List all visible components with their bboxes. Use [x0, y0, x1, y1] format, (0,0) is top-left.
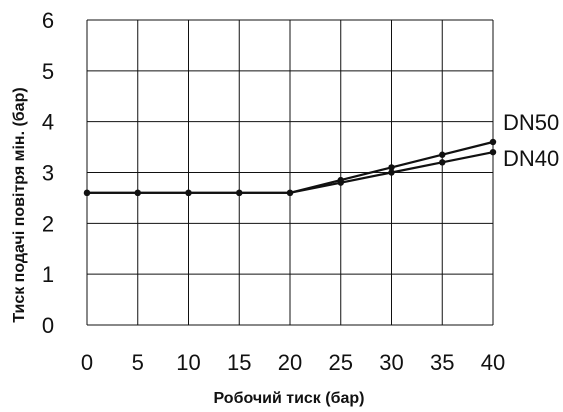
- data-point-dn40: [83, 189, 91, 197]
- y-axis-title: Тиск подачі повітря мін. (бар): [11, 87, 28, 322]
- x-axis-title: Робочий тиск (бар): [214, 390, 365, 407]
- x-tick-label: 15: [227, 350, 251, 375]
- x-tick-label: 20: [278, 350, 302, 375]
- data-point-dn50: [439, 151, 446, 158]
- x-tick-label: 0: [81, 350, 93, 375]
- data-point-dn40: [185, 189, 192, 197]
- data-point-dn40: [489, 148, 497, 156]
- x-tick-label: 35: [430, 350, 454, 375]
- x-tick-label: 30: [379, 350, 403, 375]
- data-point-dn40: [337, 179, 344, 186]
- y-tick-label: 4: [42, 110, 54, 135]
- series-label-dn50: DN50: [503, 110, 559, 135]
- series-layer: [83, 138, 497, 197]
- tick-labels: 0 5 10 15 20 25 30 35 40 0 1 2 3 4 5 6: [42, 8, 505, 375]
- x-tick-label: 10: [176, 350, 200, 375]
- data-point-dn40: [286, 189, 294, 197]
- data-point-dn50: [388, 164, 395, 171]
- x-tick-label: 25: [329, 350, 353, 375]
- y-tick-label: 1: [42, 262, 54, 287]
- y-tick-label: 0: [42, 313, 54, 338]
- data-point-dn40: [236, 189, 243, 197]
- x-tick-label: 5: [132, 350, 144, 375]
- data-point-dn40: [439, 159, 446, 166]
- y-tick-label: 2: [42, 211, 54, 236]
- data-point-dn50: [489, 138, 497, 146]
- data-point-dn40: [134, 189, 141, 197]
- y-tick-label: 6: [42, 8, 54, 33]
- grid: [86, 19, 494, 326]
- data-point-dn40: [388, 169, 395, 176]
- y-tick-label: 5: [42, 59, 54, 84]
- series-label-dn40: DN40: [503, 146, 559, 171]
- y-tick-label: 3: [42, 161, 54, 186]
- x-tick-label: 40: [481, 350, 505, 375]
- series-labels: DN50 DN40: [503, 110, 559, 171]
